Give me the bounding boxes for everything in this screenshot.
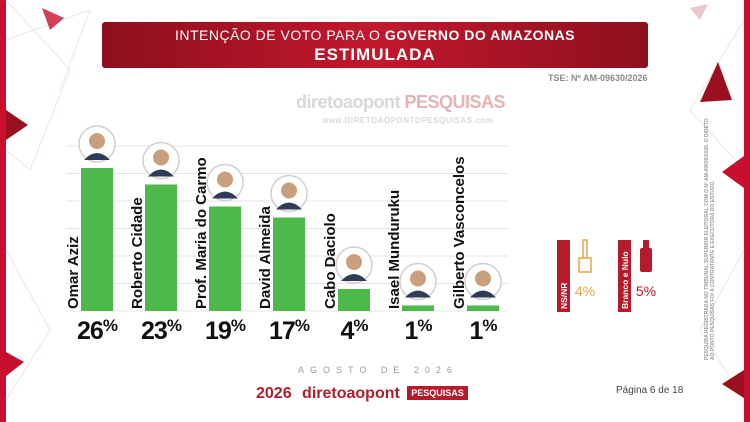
data-label-unit: % (417, 316, 432, 335)
brush-icon (578, 257, 592, 273)
page-number: Página 6 de 18 (616, 385, 684, 396)
chart-title-banner: INTENÇÃO DE VOTO PARA O GOVERNO DO AMAZO… (102, 22, 648, 68)
chart-subtitle: ESTIMULADA (314, 45, 436, 64)
deco-triangle (42, 8, 64, 30)
category-label: Branco e Nulo (620, 251, 630, 309)
survey-date: AGOSTO DE 2026 (298, 365, 458, 375)
candidate-face (153, 149, 169, 166)
data-label: 1% (453, 316, 513, 346)
bar (209, 206, 241, 311)
deco-triangle (722, 156, 744, 188)
candidate-face (475, 270, 491, 287)
data-label-unit: % (353, 316, 368, 335)
brush-icon (582, 239, 588, 259)
data-label-value: 17 (269, 317, 296, 345)
category-label: Isael Munduruku (386, 190, 403, 309)
candidate-body (405, 290, 431, 298)
category-label: Roberto Cidade (129, 197, 146, 309)
deco-triangle (722, 370, 744, 398)
deco-triangle (6, 352, 24, 376)
data-label: 4% (324, 316, 384, 346)
bottle-icon (643, 240, 649, 248)
deco-triangle (690, 4, 708, 20)
logo-tag: PESQUISAS (407, 386, 468, 400)
data-label: 1% (388, 316, 448, 346)
category-label: Prof. Maria do Carmo (193, 157, 210, 309)
title-bold: GOVERNO DO AMAZONAS (384, 27, 576, 43)
candidate-body (148, 169, 174, 177)
data-label-unit: % (482, 316, 497, 335)
bar (338, 289, 370, 311)
side-label-band (618, 240, 631, 312)
data-label: 23% (131, 316, 191, 346)
data-label: 5% (636, 283, 656, 299)
candidate-body (84, 153, 110, 160)
candidate-body (470, 290, 496, 298)
chart-title: INTENÇÃO DE VOTO PARA O GOVERNO DO AMAZO… (102, 27, 648, 43)
right-border (744, 0, 750, 422)
deco-triangle (700, 62, 732, 102)
deco-triangle (6, 110, 28, 140)
registration-number: TSE: Nº AM-09630/2026 (548, 73, 648, 83)
data-label-value: 4 (340, 317, 354, 345)
category-label: NS/NR (559, 283, 569, 309)
bar (467, 305, 499, 311)
candidate-face (281, 182, 297, 199)
data-label-value: 1 (469, 317, 483, 345)
watermark-tag: PESQUISAS (404, 92, 506, 112)
footer-logo: 2026 diretoaopont PESQUISAS (256, 385, 468, 409)
candidate-body (212, 191, 238, 199)
side-label-band (557, 240, 570, 312)
data-label: 26% (67, 316, 127, 346)
category-label: David Almeida (257, 206, 274, 309)
candidate-body (276, 202, 302, 210)
background-lines (5, 0, 745, 401)
data-label: 4% (575, 283, 595, 299)
bar (145, 184, 177, 311)
data-label-value: 23 (141, 317, 168, 345)
left-border (0, 0, 6, 422)
candidate-face (217, 171, 233, 188)
bar (402, 305, 434, 311)
data-label-value: 19 (205, 317, 232, 345)
watermark-url: www.DIRETOAOPONTOPESQUISAS.com (322, 116, 494, 125)
bar (273, 217, 305, 311)
data-label-unit: % (166, 316, 182, 335)
data-label-unit: % (230, 316, 246, 335)
watermark-logo: diretoaopont PESQUISAS (296, 92, 506, 113)
data-label-value: 1 (404, 317, 418, 345)
logo-year: 2026 (256, 385, 292, 402)
candidate-face (89, 133, 105, 149)
watermark-brand: diretoaopont (296, 92, 401, 112)
candidate-face (346, 254, 362, 270)
title-prefix: INTENÇÃO DE VOTO PARA O (174, 27, 381, 43)
data-label: 19% (195, 316, 255, 346)
legal-note: PESQUISA REGISTRADA NO TRIBUNAL SUPERIOR… (704, 118, 716, 360)
candidate-face (410, 270, 426, 287)
logo-brand: diretoaopont (302, 385, 400, 402)
category-label: Cabo Daciolo (322, 213, 339, 309)
candidate-body (341, 274, 367, 281)
data-label-unit: % (102, 316, 118, 335)
category-label: Omar Aziz (65, 236, 82, 309)
data-label-unit: % (294, 316, 310, 335)
bottle-icon (640, 248, 652, 272)
bar (81, 168, 113, 311)
data-label: 17% (259, 316, 319, 346)
category-label: Gilberto Vasconcelos (451, 156, 468, 309)
data-label-value: 26 (77, 317, 104, 345)
